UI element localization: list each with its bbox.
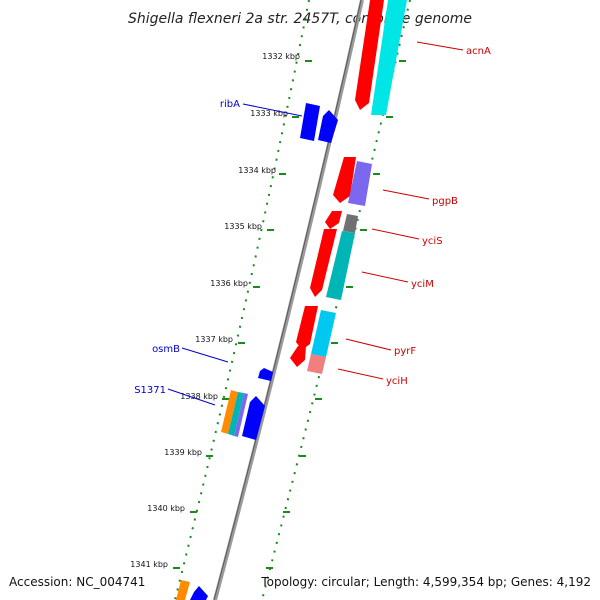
label-yciH[interactable]: yciH bbox=[386, 376, 408, 387]
tick-label: 1336 kbp bbox=[210, 279, 248, 288]
accession-text: Accession: NC_004741 bbox=[9, 575, 145, 589]
track-yciS bbox=[343, 214, 358, 233]
label-connectors bbox=[167, 41, 464, 406]
secondary-track bbox=[307, 0, 407, 374]
track-purple bbox=[234, 393, 248, 437]
connector-yciH bbox=[337, 368, 384, 380]
track-teal bbox=[228, 392, 244, 436]
track-orange-bottom bbox=[176, 580, 190, 600]
label-yciS[interactable]: yciS bbox=[422, 236, 443, 247]
tick-label: 1341 kbp bbox=[130, 560, 168, 569]
tick-marks-right bbox=[266, 60, 406, 569]
label-S1371[interactable]: S1371 bbox=[134, 385, 166, 396]
track-pgpB bbox=[348, 161, 372, 206]
label-osmB[interactable]: osmB bbox=[152, 344, 180, 355]
gene-ribA-a bbox=[300, 103, 320, 141]
map-title: Shigella flexneri 2a str. 2457T, complet… bbox=[128, 11, 472, 27]
track-yciH bbox=[307, 354, 326, 374]
tick-label: 1332 kbp bbox=[262, 52, 300, 61]
connector-yciS bbox=[371, 228, 420, 240]
connector-osmB bbox=[181, 347, 229, 363]
tick-label: 1339 kbp bbox=[164, 448, 202, 457]
gene-acnA bbox=[355, 0, 384, 110]
tick-label: 1334 kbp bbox=[238, 166, 276, 175]
track-pyrF bbox=[311, 310, 336, 357]
tick-label: 1337 kbp bbox=[195, 335, 233, 344]
reverse-strand-genes bbox=[290, 0, 384, 367]
track-orange bbox=[221, 390, 238, 434]
genome-backbone bbox=[213, 0, 364, 600]
gene-pgpB bbox=[333, 157, 356, 203]
gene-yciM-red bbox=[310, 229, 337, 297]
forward-strand-genes bbox=[190, 103, 338, 600]
connector-acnA bbox=[416, 41, 464, 51]
genome-backbone-edge bbox=[213, 0, 362, 600]
label-ribA[interactable]: ribA bbox=[220, 99, 240, 110]
tick-label: 1340 kbp bbox=[147, 504, 185, 513]
connector-ribA bbox=[242, 103, 303, 117]
gene-osmB bbox=[258, 368, 273, 381]
tick-marks-left bbox=[173, 60, 312, 569]
gene-ribA-b bbox=[318, 110, 338, 143]
s1371-tracks bbox=[176, 390, 248, 600]
tick-label: 1335 kbp bbox=[224, 222, 262, 231]
tick-label: 1333 kbp bbox=[250, 109, 288, 118]
track-yciM bbox=[326, 231, 355, 300]
right-dotted-ring bbox=[261, 0, 411, 600]
genome-stats-text: Topology: circular; Length: 4,599,354 bp… bbox=[260, 575, 591, 589]
label-pyrF[interactable]: pyrF bbox=[394, 346, 416, 357]
gene-bottom bbox=[190, 586, 208, 600]
left-dotted-ring bbox=[174, 0, 310, 600]
connector-S1371 bbox=[167, 388, 216, 406]
label-yciM[interactable]: yciM bbox=[411, 279, 434, 290]
label-pgpB[interactable]: pgpB bbox=[432, 196, 458, 207]
gene-pyrF-red bbox=[296, 306, 318, 350]
connector-pgpB bbox=[382, 189, 430, 200]
gene-yciH-red bbox=[290, 346, 306, 367]
gene-yciS-red bbox=[325, 211, 342, 229]
tick-label: 1338 kbp bbox=[180, 392, 218, 401]
connector-yciM bbox=[361, 271, 409, 283]
connector-pyrF bbox=[345, 338, 392, 351]
gene-S1371 bbox=[242, 396, 265, 440]
label-acnA[interactable]: acnA bbox=[466, 46, 491, 57]
track-acnA bbox=[371, 0, 407, 115]
